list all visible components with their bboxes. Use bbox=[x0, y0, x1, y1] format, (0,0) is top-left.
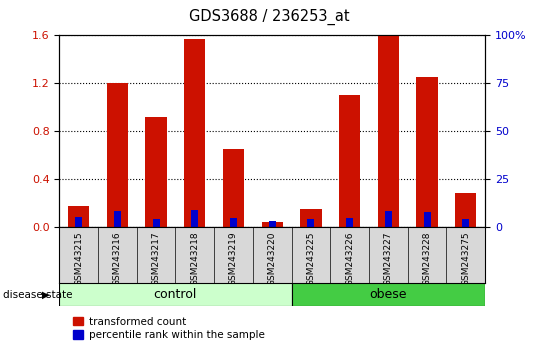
Bar bbox=[230, 218, 237, 227]
Bar bbox=[346, 218, 353, 227]
Text: GSM243225: GSM243225 bbox=[306, 231, 315, 286]
Text: GSM243226: GSM243226 bbox=[345, 231, 354, 286]
Bar bbox=[153, 219, 160, 227]
Bar bbox=[184, 39, 205, 227]
Bar bbox=[455, 193, 476, 227]
Text: GSM243217: GSM243217 bbox=[151, 231, 161, 286]
Bar bbox=[424, 212, 431, 227]
Text: ▶: ▶ bbox=[42, 290, 50, 299]
Bar bbox=[114, 211, 121, 227]
Bar bbox=[339, 95, 360, 227]
Text: GSM243216: GSM243216 bbox=[113, 231, 122, 286]
Bar bbox=[417, 77, 438, 227]
Text: GSM243227: GSM243227 bbox=[384, 231, 393, 286]
Text: GSM243218: GSM243218 bbox=[190, 231, 199, 286]
Bar bbox=[269, 221, 275, 227]
Text: control: control bbox=[154, 288, 197, 301]
Bar bbox=[307, 219, 314, 227]
Bar bbox=[191, 210, 198, 227]
Bar bbox=[385, 211, 392, 227]
Bar bbox=[146, 116, 167, 227]
Bar bbox=[292, 283, 485, 306]
Bar bbox=[68, 206, 89, 227]
Text: GDS3688 / 236253_at: GDS3688 / 236253_at bbox=[189, 9, 350, 25]
Text: GSM243220: GSM243220 bbox=[268, 231, 277, 286]
Bar bbox=[300, 209, 322, 227]
Bar bbox=[261, 222, 283, 227]
Text: GSM243228: GSM243228 bbox=[423, 231, 432, 286]
Bar bbox=[378, 35, 399, 227]
Bar bbox=[462, 219, 469, 227]
Text: obese: obese bbox=[370, 288, 407, 301]
Text: GSM243215: GSM243215 bbox=[74, 231, 83, 286]
Text: disease state: disease state bbox=[3, 290, 72, 299]
Bar bbox=[75, 217, 82, 227]
Bar bbox=[59, 283, 292, 306]
Text: GSM243275: GSM243275 bbox=[461, 231, 470, 286]
Text: GSM243219: GSM243219 bbox=[229, 231, 238, 286]
Bar bbox=[223, 149, 244, 227]
Legend: transformed count, percentile rank within the sample: transformed count, percentile rank withi… bbox=[73, 317, 265, 340]
Bar bbox=[107, 83, 128, 227]
